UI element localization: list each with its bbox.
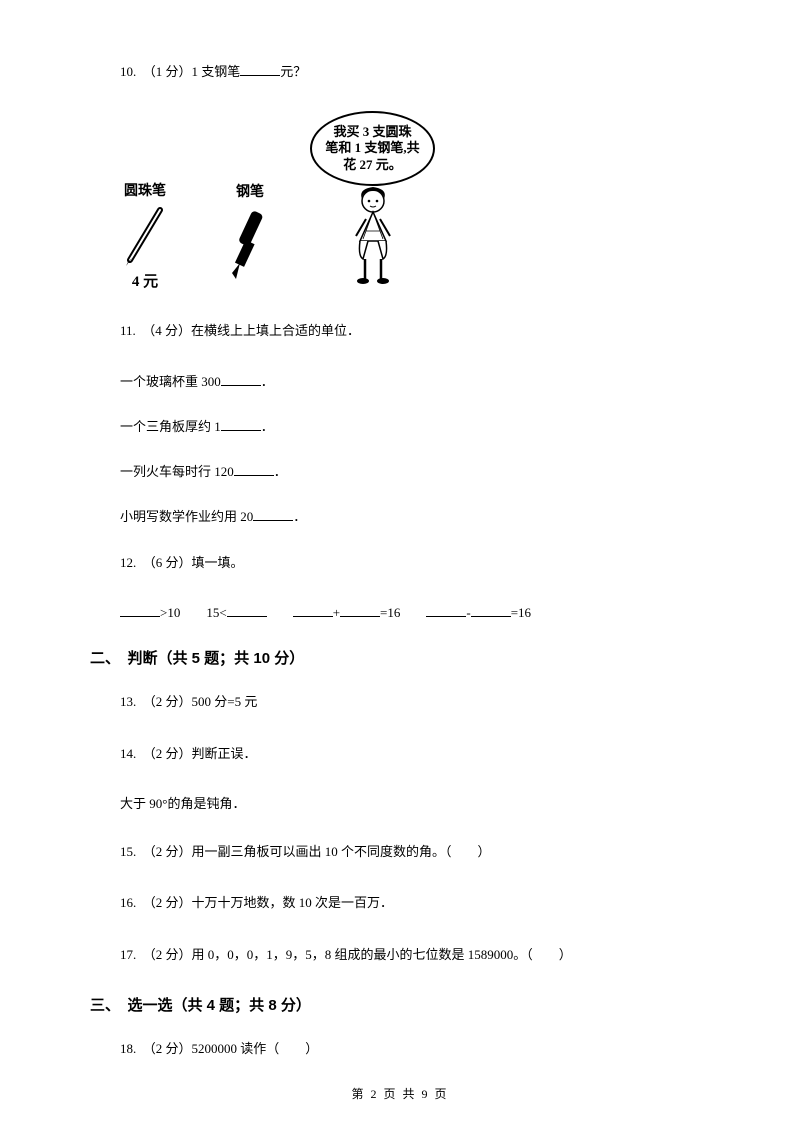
q11-header: 11. （4 分）在横线上上填上合适的单位． <box>120 323 360 338</box>
fountain-pen-group: 钢笔 <box>220 181 280 291</box>
section-2-header: 二、 判断（共 5 题；共 10 分） <box>90 647 710 668</box>
q11-i1-prefix: 一个玻璃杯重 300 <box>120 374 221 389</box>
q10-suffix: 元？ <box>280 64 306 79</box>
question-17: 17. （2 分）用 0，0，0，1，9，5，8 组成的最小的七位数是 1589… <box>90 943 710 966</box>
q12-blank3[interactable] <box>293 603 333 617</box>
q12-blank6[interactable] <box>471 603 511 617</box>
q11-i3-blank[interactable] <box>234 462 274 476</box>
q11-i2-blank[interactable] <box>221 417 261 431</box>
illustration: 圆珠笔 4 元 钢笔 我买 3 支圆珠 笔和 1 支钢笔,共 花 27 元。 <box>120 111 710 291</box>
question-10: 10. （1 分）1 支钢笔 元？ <box>90 60 710 83</box>
q11-item3: 一列火车每时行 120 ． <box>90 461 710 480</box>
speech-bubble: 我买 3 支圆珠 笔和 1 支钢笔,共 花 27 元。 <box>310 111 435 186</box>
question-14: 14. （2 分）判断正误． <box>90 742 710 765</box>
speech-line2: 笔和 1 支钢笔,共 <box>325 140 419 157</box>
q14-sub: 大于 90°的角是钝角． <box>90 793 710 812</box>
question-13: 13. （2 分）500 分=5 元 <box>90 690 710 713</box>
question-16: 16. （2 分）十万十万地数，数 10 次是一百万． <box>90 891 710 914</box>
q11-item4: 小明写数学作业约用 20 ． <box>90 506 710 525</box>
q11-i2-prefix: 一个三角板厚约 1 <box>120 419 221 434</box>
q11-i2-suffix: ． <box>261 419 274 434</box>
q11-i3-prefix: 一列火车每时行 120 <box>120 464 234 479</box>
q12-p2mid: + <box>333 605 340 620</box>
q11-i1-blank[interactable] <box>221 372 261 386</box>
q12-p1: >10 15< <box>160 605 227 620</box>
ballpen-price: 4 元 <box>132 270 158 291</box>
girl-figure: 我买 3 支圆珠 笔和 1 支钢笔,共 花 27 元。 <box>310 111 435 291</box>
fountain-pen-icon <box>220 201 280 291</box>
speech-line3: 花 27 元。 <box>325 157 419 174</box>
q12-header: 12. （6 分）填一填。 <box>120 555 244 570</box>
q11-i4-prefix: 小明写数学作业约用 20 <box>120 509 253 524</box>
q10-blank[interactable] <box>240 62 280 76</box>
q10-prefix: 10. （1 分）1 支钢笔 <box>120 64 240 79</box>
girl-icon <box>338 181 408 291</box>
page-footer: 第 2 页 共 9 页 <box>0 1085 800 1102</box>
ballpen-icon <box>120 200 170 270</box>
speech-line1: 我买 3 支圆珠 <box>325 124 419 141</box>
fountain-pen-label: 钢笔 <box>236 181 264 201</box>
q11-item1: 一个玻璃杯重 300 ． <box>90 371 710 390</box>
q12-blank4[interactable] <box>340 603 380 617</box>
q12-line: >10 15< +=16 -=16 <box>90 602 710 621</box>
q12-p3suf: =16 <box>511 605 531 620</box>
question-12: 12. （6 分）填一填。 <box>90 551 710 574</box>
ballpen-label: 圆珠笔 <box>124 180 166 200</box>
ballpen-group: 圆珠笔 4 元 <box>120 180 170 291</box>
section-3-header: 三、 选一选（共 4 题；共 8 分） <box>90 994 710 1015</box>
question-15: 15. （2 分）用一副三角板可以画出 10 个不同度数的角。（ ） <box>90 840 710 863</box>
q11-i4-suffix: ． <box>293 509 306 524</box>
q11-i4-blank[interactable] <box>253 507 293 521</box>
question-11: 11. （4 分）在横线上上填上合适的单位． <box>90 319 710 342</box>
question-18: 18. （2 分）5200000 读作（ ） <box>90 1037 710 1060</box>
q11-i3-suffix: ． <box>274 464 287 479</box>
q12-blank5[interactable] <box>426 603 466 617</box>
q11-item2: 一个三角板厚约 1 ． <box>90 416 710 435</box>
q12-blank1[interactable] <box>120 603 160 617</box>
q12-blank2[interactable] <box>227 603 267 617</box>
q12-p2suf: =16 <box>380 605 426 620</box>
q11-i1-suffix: ． <box>261 374 274 389</box>
